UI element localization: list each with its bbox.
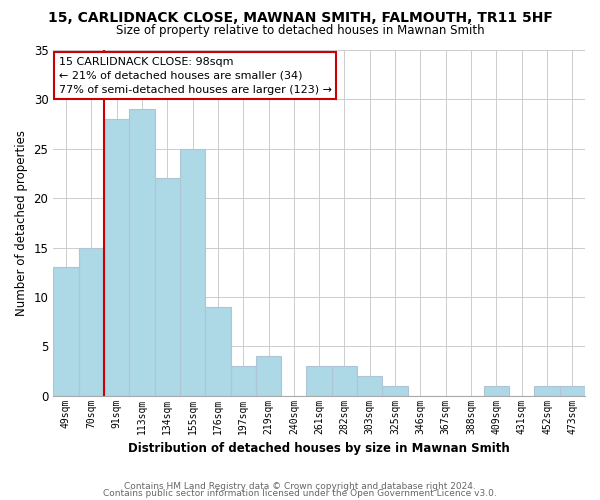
Bar xyxy=(307,366,332,396)
Bar xyxy=(230,366,256,396)
Bar xyxy=(129,110,155,396)
Bar xyxy=(155,178,180,396)
Bar xyxy=(357,376,382,396)
Text: 15 CARLIDNACK CLOSE: 98sqm
← 21% of detached houses are smaller (34)
77% of semi: 15 CARLIDNACK CLOSE: 98sqm ← 21% of deta… xyxy=(59,57,332,95)
Y-axis label: Number of detached properties: Number of detached properties xyxy=(15,130,28,316)
Text: Contains HM Land Registry data © Crown copyright and database right 2024.: Contains HM Land Registry data © Crown c… xyxy=(124,482,476,491)
Bar xyxy=(382,386,408,396)
Bar xyxy=(79,248,104,396)
Bar xyxy=(535,386,560,396)
Bar xyxy=(332,366,357,396)
Bar xyxy=(53,268,79,396)
Text: 15, CARLIDNACK CLOSE, MAWNAN SMITH, FALMOUTH, TR11 5HF: 15, CARLIDNACK CLOSE, MAWNAN SMITH, FALM… xyxy=(47,11,553,25)
Bar xyxy=(180,149,205,396)
Bar xyxy=(104,119,129,396)
X-axis label: Distribution of detached houses by size in Mawnan Smith: Distribution of detached houses by size … xyxy=(128,442,510,455)
Bar xyxy=(560,386,585,396)
Bar xyxy=(484,386,509,396)
Text: Contains public sector information licensed under the Open Government Licence v3: Contains public sector information licen… xyxy=(103,490,497,498)
Text: Size of property relative to detached houses in Mawnan Smith: Size of property relative to detached ho… xyxy=(116,24,484,37)
Bar xyxy=(256,356,281,396)
Bar xyxy=(205,307,230,396)
